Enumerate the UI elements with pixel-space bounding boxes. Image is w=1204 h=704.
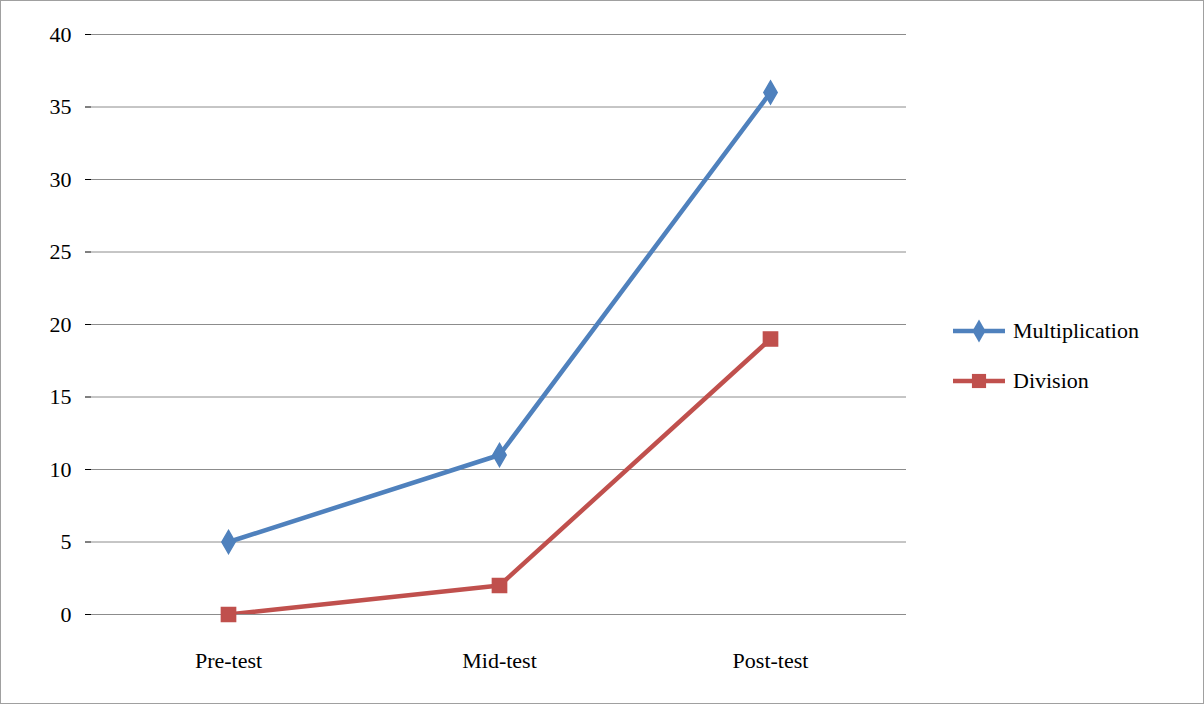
svg-text:Mid-test: Mid-test <box>462 648 537 673</box>
svg-text:10: 10 <box>50 457 72 482</box>
svg-text:5: 5 <box>61 529 72 554</box>
svg-text:15: 15 <box>50 384 72 409</box>
svg-text:35: 35 <box>50 94 72 119</box>
svg-text:30: 30 <box>50 167 72 192</box>
svg-text:0: 0 <box>61 602 72 627</box>
svg-text:40: 40 <box>50 22 72 47</box>
html-text:Multiplication: Multiplication <box>1013 318 1139 343</box>
svg-text:25: 25 <box>50 239 72 264</box>
svg-text:Pre-test: Pre-test <box>195 648 262 673</box>
html-text:Division: Division <box>1013 368 1089 393</box>
svg-text:20: 20 <box>50 312 72 337</box>
svg-text:Post-test: Post-test <box>733 648 809 673</box>
